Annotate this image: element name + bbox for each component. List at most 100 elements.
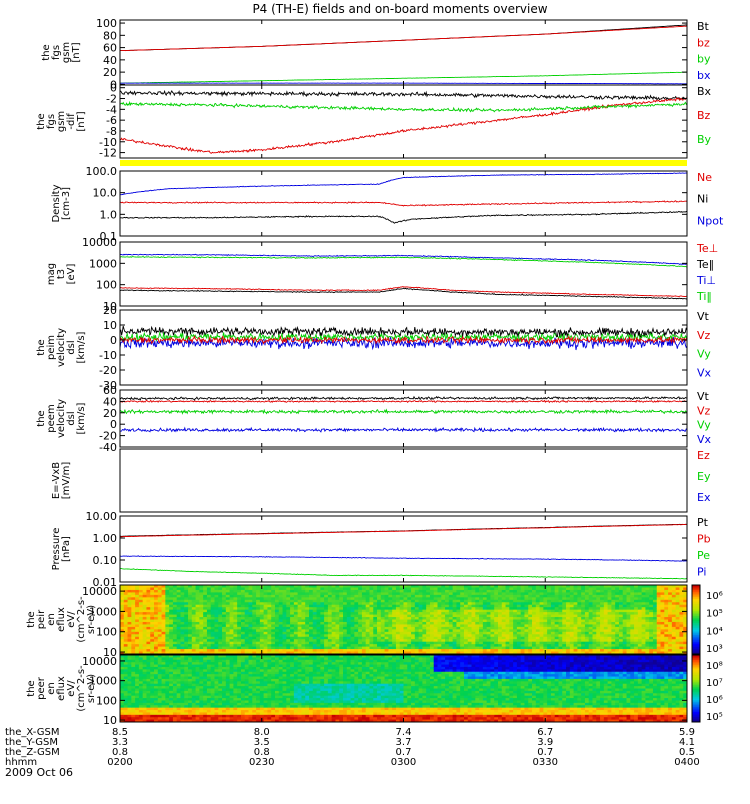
date-label: 2009 Oct 06: [5, 766, 73, 779]
y-tick-label: -40: [99, 441, 117, 454]
y-tick-label: 80: [103, 29, 117, 42]
series-line: [120, 400, 687, 402]
series-line: [120, 257, 687, 267]
legend-entry: Vz: [697, 404, 711, 417]
panel-frame: [120, 310, 687, 385]
y-tick-label: 100: [96, 626, 117, 639]
y-tick-label: 20: [103, 304, 117, 317]
colorbar-tick-label: 10⁵: [706, 712, 723, 723]
series-line: [120, 201, 687, 206]
colorbar-tick-label: 10⁶: [706, 695, 723, 706]
spectrogram-cells: [120, 585, 688, 655]
legend-entry: Ex: [697, 491, 711, 504]
legend-entry: Ti‖: [696, 290, 712, 303]
panel-frame: [120, 171, 687, 236]
legend-entry: Vy: [697, 348, 711, 361]
series-line: [120, 569, 687, 579]
panel-frame: [120, 242, 687, 306]
y-tick-label: 100: [96, 279, 117, 292]
series-line: [120, 428, 687, 432]
series-line: [120, 288, 687, 299]
legend-entry: Bx: [697, 85, 712, 98]
y-axis-label: [km/s]: [76, 331, 87, 363]
series-line: [120, 410, 687, 414]
panel-frame: [120, 85, 687, 158]
legend-entry: Te⊥: [696, 242, 718, 255]
y-tick-label: -20: [99, 364, 117, 377]
legend-entry: Pi: [697, 566, 706, 579]
y-axis-label: [eV]: [66, 264, 77, 285]
time-axis-value: 0230: [249, 757, 274, 768]
time-axis-value: 0200: [107, 757, 132, 768]
colorbar-tick-label: 10⁷: [706, 678, 723, 689]
y-tick-label: -12: [99, 147, 117, 160]
series-line: [120, 102, 687, 111]
legend-entry: Ni: [697, 193, 708, 206]
series-line: [120, 91, 687, 100]
y-tick-label: -10: [99, 349, 117, 362]
legend-entry: Npot: [697, 214, 724, 227]
time-axis-labels: the_X-GSMthe_Y-GSMthe_Z-GSMhhmm8.53.30.8…: [5, 727, 700, 768]
y-tick-label: 10: [103, 714, 117, 727]
y-axis-label: [km/s]: [76, 402, 87, 434]
y-tick-label: 10000: [82, 236, 117, 249]
legend-entry: Pb: [697, 533, 711, 546]
y-axis-label: [nT]: [76, 111, 87, 131]
y-tick-label: 1000: [89, 257, 117, 270]
series-line: [120, 556, 687, 561]
y-axis-label: sr-eV): [86, 605, 97, 634]
spectrogram-cells: [120, 655, 688, 723]
legend-entry: Te‖: [696, 258, 714, 271]
legend-entry: Pt: [697, 516, 709, 529]
legend-entry: Vy: [697, 419, 711, 432]
legend-entry: Ey: [697, 470, 711, 483]
colorbar-tick-label: 10⁵: [706, 609, 723, 620]
series-line: [120, 211, 687, 223]
series-line: [120, 26, 687, 50]
panel-frame: [120, 449, 687, 512]
legend-entry: by: [697, 53, 711, 66]
y-tick-label: 0: [110, 334, 117, 347]
legend-entry: Bt: [697, 20, 710, 33]
series-line: [120, 397, 687, 400]
legend-entry: bx: [697, 69, 711, 82]
y-axis-label: [nT]: [71, 42, 82, 62]
y-tick-label: 10: [103, 319, 117, 332]
legend-entry: bz: [697, 36, 710, 49]
legend-entry: By: [697, 133, 712, 146]
series-line: [120, 25, 687, 51]
y-tick-label: 10.0: [93, 187, 118, 200]
y-tick-label: 20: [103, 66, 117, 79]
y-tick-label: 60: [103, 42, 117, 55]
y-tick-label: 10000: [82, 585, 117, 598]
y-axis-label: [nPa]: [61, 536, 72, 562]
y-tick-label: 100.0: [86, 165, 118, 178]
y-tick-label: 1.00: [93, 532, 118, 545]
time-axis-value: 0300: [391, 757, 416, 768]
y-tick-label: 10000: [82, 655, 117, 668]
y-axis-label: sr-eV): [86, 674, 97, 703]
colorbar-tick-label: 10⁶: [706, 591, 723, 602]
legend-entry: Ez: [697, 449, 710, 462]
legend-entry: Vt: [697, 310, 710, 323]
panel-frame: [120, 20, 687, 85]
legend-entry: Ti⊥: [696, 274, 716, 287]
y-tick-label: 100: [96, 694, 117, 707]
figure-title: P4 (TH-E) fields and on-board moments ov…: [252, 2, 547, 16]
y-tick-label: 100: [96, 17, 117, 30]
y-tick-label: 0.10: [93, 554, 118, 567]
y-tick-label: 1.0: [100, 208, 118, 221]
y-axis-label: [mV/m]: [61, 462, 72, 500]
